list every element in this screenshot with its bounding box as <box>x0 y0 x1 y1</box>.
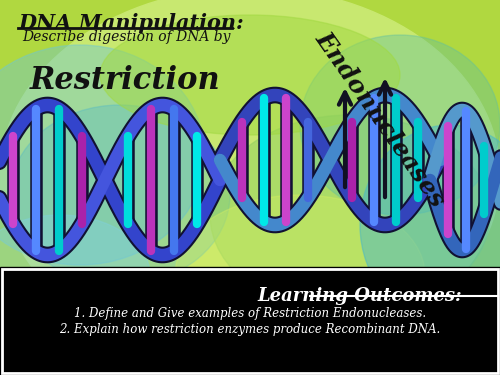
Text: Endonucleases: Endonucleases <box>310 27 450 211</box>
Ellipse shape <box>0 45 205 265</box>
Text: Restriction: Restriction <box>30 65 220 96</box>
Text: 2. Explain how restriction enzymes produce Recombinant DNA.: 2. Explain how restriction enzymes produ… <box>60 323 440 336</box>
Bar <box>2 269 498 373</box>
Ellipse shape <box>360 125 500 325</box>
Ellipse shape <box>175 195 425 355</box>
Text: DNA Manipulation:: DNA Manipulation: <box>18 13 244 33</box>
Ellipse shape <box>0 0 500 363</box>
Ellipse shape <box>100 15 400 135</box>
Ellipse shape <box>0 215 150 335</box>
Text: Describe digestion of DNA by: Describe digestion of DNA by <box>22 30 231 44</box>
Ellipse shape <box>300 35 500 215</box>
Ellipse shape <box>210 115 490 315</box>
Bar <box>0 267 500 375</box>
Text: 1. Define and Give examples of Restriction Endonucleases.: 1. Define and Give examples of Restricti… <box>74 307 426 320</box>
Ellipse shape <box>10 105 230 285</box>
Text: Learning Outcomes:: Learning Outcomes: <box>258 287 462 305</box>
